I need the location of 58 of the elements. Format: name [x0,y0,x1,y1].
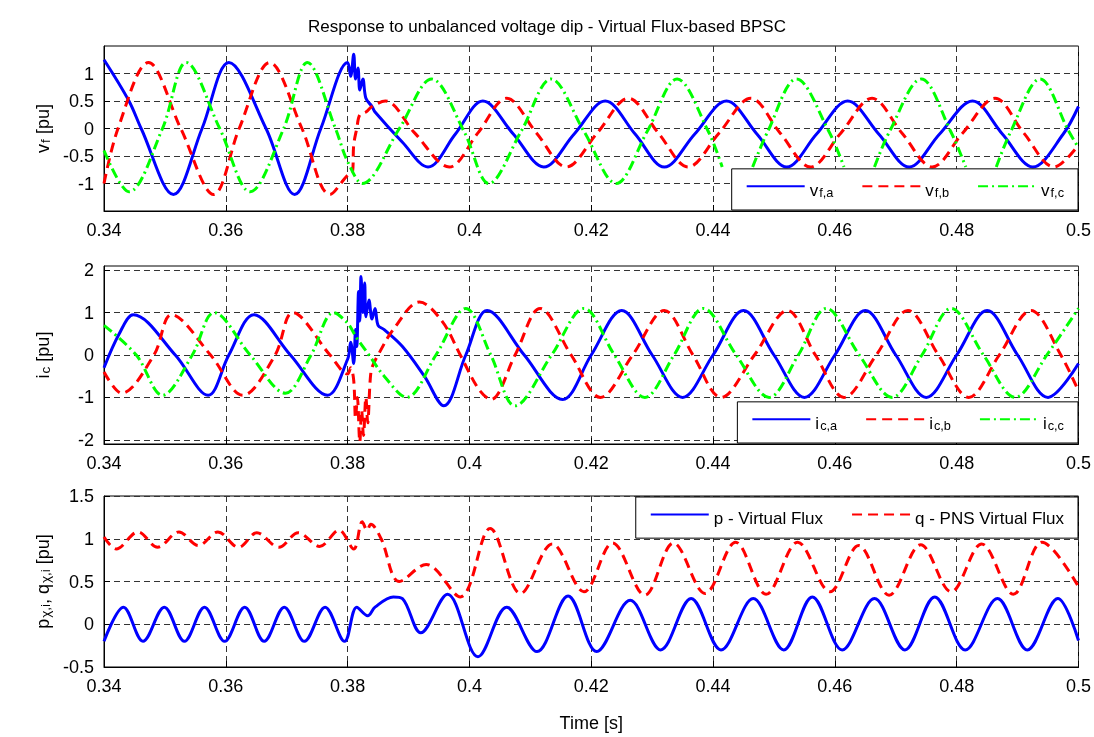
legend-label: vf,a [809,181,835,200]
chart-title: Response to unbalanced voltage dip - Virtual Flux-based BPSC [308,16,786,36]
legend-label: ic,a [815,414,839,433]
legend-label: vf,b [925,181,950,200]
x-tick-label: 0.4 [456,676,482,696]
y-tick-label: 1 [83,302,94,323]
x-tick-label: 0.34 [86,453,122,473]
y-tick-label: -0.5 [62,657,94,677]
x-tick-label: 0.42 [573,453,609,473]
x-tick-label: 0.48 [939,676,975,696]
y-tick-label: -1 [77,387,94,408]
x-tick-label: 0.42 [573,676,609,696]
x-tick-label: 0.36 [208,220,244,240]
x-tick-label: 0.5 [1065,676,1091,696]
x-tick-label: 0.36 [208,453,244,473]
x-tick-label: 0.46 [817,676,853,696]
y-tick-label: 1 [83,63,94,84]
x-tick-label: 0.46 [817,453,853,473]
x-tick-label: 0.46 [817,220,853,240]
y-tick-label: -2 [77,429,94,450]
x-tick-label: 0.5 [1065,453,1091,473]
y-tick-label: -1 [77,173,94,194]
x-tick-label: 0.38 [330,220,366,240]
line-series [102,275,1080,408]
x-tick-label: 0.34 [86,676,122,696]
y-tick-label: 0.5 [68,91,94,111]
y-tick-label: 0 [83,118,94,139]
x-tick-label: 0.36 [208,676,244,696]
y-axis-title: pχ,i, qχ,i [pu] [33,534,53,629]
y-axis-title: ic [pu] [33,331,53,379]
y-tick-label: 0 [83,614,94,635]
x-tick-label: 0.5 [1065,220,1091,240]
line-series [102,592,1080,659]
x-axis-title: Time [s] [559,713,623,733]
y-tick-label: 0.5 [68,571,94,592]
x-tick-label: 0.44 [695,676,731,696]
y-tick-label: -0.5 [62,146,94,166]
y-axis-title: vf [pu] [33,104,53,153]
legend-label: ic,b [929,414,951,433]
x-tick-label: 0.4 [456,453,482,473]
x-tick-label: 0.4 [456,220,482,240]
x-tick-label: 0.38 [330,453,366,473]
legend-label: p - Virtual Flux [713,509,824,529]
x-tick-label: 0.44 [695,220,731,240]
legend-label: vf,c [1041,181,1065,200]
x-tick-label: 0.48 [939,453,975,473]
y-tick-label: 1.5 [68,486,94,506]
line-series [102,306,1080,408]
legend-label: ic,c [1042,414,1065,433]
x-tick-label: 0.44 [695,453,731,473]
y-tick-label: 1 [83,528,94,549]
x-tick-label: 0.34 [86,220,122,240]
x-tick-label: 0.48 [939,220,975,240]
x-tick-label: 0.38 [330,676,366,696]
y-tick-label: 2 [83,260,94,281]
legend-label: q - PNS Virtual Flux [915,509,1065,529]
y-tick-label: 0 [83,345,94,365]
x-tick-label: 0.42 [573,220,609,240]
